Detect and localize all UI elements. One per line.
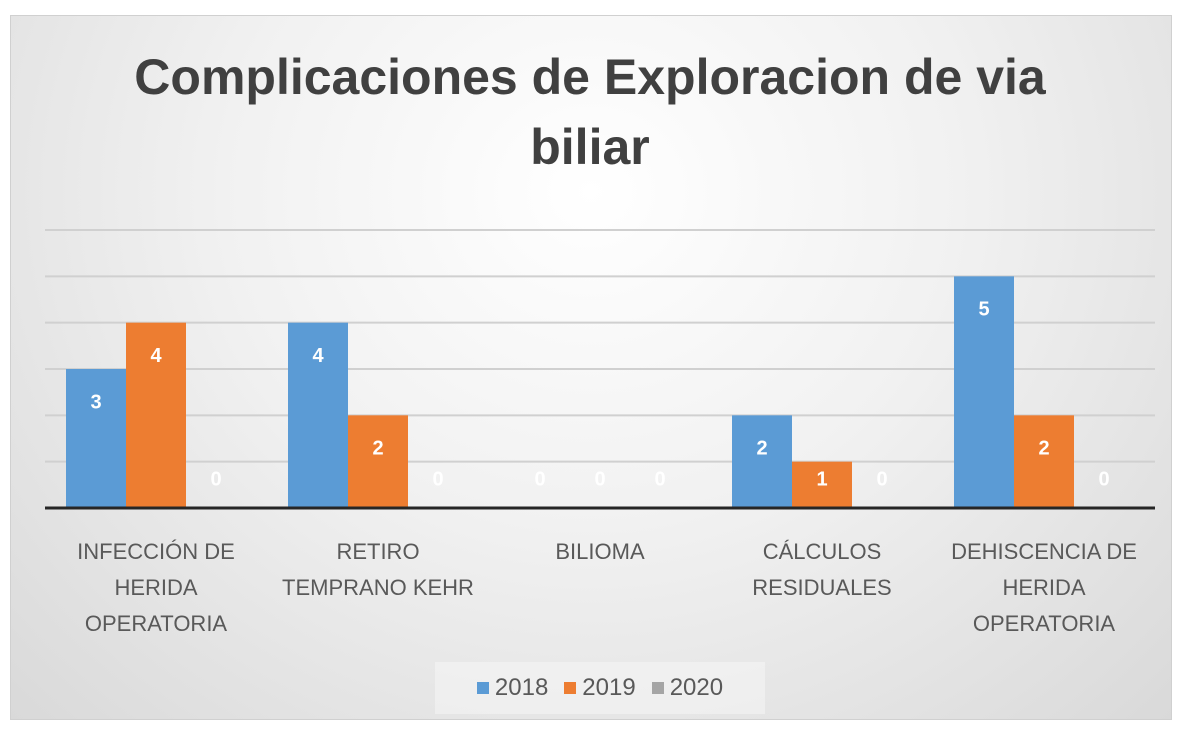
data-label: 0: [1098, 468, 1109, 490]
data-label: 0: [534, 468, 545, 490]
x-tick-label: DEHISCENCIA DE HERIDA OPERATORIA: [951, 539, 1137, 636]
legend-item: 2018: [476, 674, 549, 702]
data-label: 4: [150, 345, 162, 367]
data-label: 0: [876, 468, 887, 490]
bar: [1014, 415, 1074, 508]
data-label: 0: [210, 468, 221, 490]
chart-title: Complicaciones de Exploracion de via bil…: [134, 49, 1046, 175]
data-label: 2: [756, 438, 767, 460]
legend: 2018 2019 2020: [435, 662, 765, 714]
data-label: 1: [816, 468, 827, 490]
data-label: 5: [978, 299, 989, 321]
legend-swatch: [476, 682, 489, 694]
legend-label: 2018: [494, 674, 549, 701]
legend-item: 2020: [651, 674, 724, 702]
legend-label: 2020: [669, 674, 724, 701]
data-label: 0: [432, 468, 443, 490]
data-label: 2: [1038, 438, 1049, 460]
data-label: 0: [594, 468, 605, 490]
data-label: 4: [312, 345, 324, 367]
bar: [288, 322, 348, 508]
x-tick-label: CÁLCULOS RESIDUALES: [752, 539, 892, 600]
bar: [348, 415, 408, 508]
data-label: 2: [372, 438, 383, 460]
bar: [66, 369, 126, 508]
bar: [792, 461, 852, 508]
bar: [732, 415, 792, 508]
x-tick-label: INFECCIÓN DE HERIDA OPERATORIA: [77, 539, 235, 636]
x-tick-label: RETIRO TEMPRANO KEHR: [282, 539, 474, 600]
legend-swatch: [564, 682, 577, 694]
bar: [126, 322, 186, 508]
data-label: 3: [90, 391, 101, 413]
x-tick-label: BILIOMA: [555, 539, 645, 564]
bar: [954, 276, 1014, 508]
legend-label: 2019: [582, 674, 636, 701]
legend-swatch: [651, 682, 664, 694]
legend-item: 2019: [564, 674, 636, 702]
data-label: 0: [654, 468, 665, 490]
